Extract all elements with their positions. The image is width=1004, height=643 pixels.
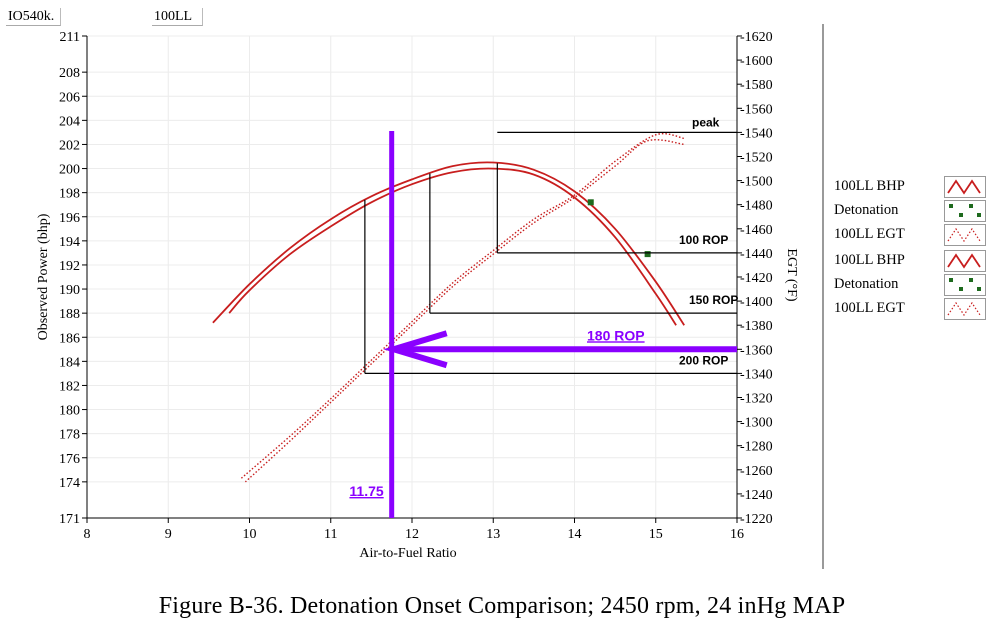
x-tick-label: 11 [324, 527, 337, 542]
x-tick-label: 9 [165, 527, 172, 542]
y2-tick-label: -1560 [740, 102, 773, 117]
y-tick-label: 180 [59, 404, 80, 419]
y-tick-label: 190 [59, 283, 80, 298]
reference-label: 100 ROP [679, 233, 728, 247]
detonation-point [587, 199, 594, 206]
y-tick-label: 208 [59, 66, 80, 81]
grid-lines [86, 35, 738, 519]
egt-series-line-2 [240, 132, 685, 479]
y2-axis-label: EGT (°F) [784, 248, 799, 302]
y2-tick-label: -1380 [740, 319, 773, 334]
bhp-series-line-1 [228, 167, 677, 326]
rop-arrow-head [383, 330, 448, 369]
legend-item: Detonation [834, 274, 1004, 296]
y-tick-label: 178 [59, 428, 80, 443]
legend-label: 100LL EGT [834, 300, 905, 316]
y2-tick-label: -1360 [740, 343, 773, 358]
legend-label: 100LL EGT [834, 226, 905, 242]
y-tick-label: 198 [59, 187, 80, 202]
y-tick-label: 211 [60, 30, 80, 45]
rop-arrow-label: 180 ROP [587, 327, 645, 343]
reference-label: 200 ROP [679, 353, 728, 367]
y2-tick-label: -1300 [740, 416, 773, 431]
y2-tick-label: -1500 [740, 175, 773, 190]
dots-icon [944, 274, 986, 296]
y-tick-label: 188 [59, 307, 80, 322]
solid-zigzag-icon [944, 176, 986, 198]
legend-item: 100LL EGT [834, 298, 1004, 320]
y-tick-label: 186 [59, 331, 80, 346]
legend-item: 100LL BHP [834, 176, 1004, 198]
y-tick-label: 204 [59, 114, 80, 129]
chart-legend: 100LL BHP Detonation 100LL EGT 100LL BHP Det… [822, 24, 1004, 569]
annotations: 11.75 180 ROP [349, 131, 737, 518]
x-axis-label: Air-to-Fuel Ratio [359, 546, 456, 561]
egt-series-line-3 [244, 139, 685, 483]
afr-marker-label: 11.75 [349, 483, 383, 499]
y2-tick-label: -1220 [740, 512, 773, 527]
x-tick-label: 13 [486, 527, 500, 542]
x-tick-label: 14 [568, 527, 582, 542]
reference-label: 150 ROP [689, 293, 738, 307]
y-tick-label: 194 [59, 235, 80, 250]
y-tick-label: 182 [59, 379, 80, 394]
y2-tick-label: -1340 [740, 367, 773, 382]
x-tick-label: 16 [730, 527, 744, 542]
legend-item: 100LL BHP [834, 250, 1004, 272]
reference-lines: peak 100 ROP 150 ROP 200 ROP [364, 115, 738, 374]
x-tick-label: 8 [84, 527, 91, 542]
x-tick-label: 15 [649, 527, 663, 542]
y2-tick-label: -1600 [740, 54, 773, 69]
x-tick-label: 12 [405, 527, 419, 542]
y2-tick-label: -1620 [740, 30, 773, 45]
dotted-zigzag-icon [944, 298, 986, 320]
legend-label: 100LL BHP [834, 178, 905, 194]
y2-tick-label: -1240 [740, 488, 773, 503]
figure-caption: Figure B-36. Detonation Onset Comparison… [158, 593, 846, 619]
dotted-zigzag-icon [944, 224, 986, 246]
engine-label: IO540k. [6, 8, 62, 26]
axes: 8 9 10 11 12 13 14 15 16 171 174 176 178 180 182 184 186… [59, 30, 773, 542]
y2-tick-label: -1320 [740, 392, 773, 407]
y2-tick-label: -1520 [740, 151, 773, 166]
y-tick-label: 174 [59, 476, 80, 491]
y2-tick-label: -1420 [740, 271, 773, 286]
solid-zigzag-icon [944, 250, 986, 272]
y-tick-label: 171 [59, 512, 80, 527]
y2-tick-label: -1580 [740, 78, 773, 93]
y-tick-label: 184 [59, 355, 80, 370]
y2-tick-label: -1480 [740, 199, 773, 214]
legend-label: 100LL BHP [834, 252, 905, 268]
reference-label: peak [692, 115, 720, 129]
legend-label: Detonation [834, 276, 899, 292]
y-tick-label: 206 [59, 90, 80, 105]
series-group [212, 132, 685, 483]
y-tick-label: 200 [59, 163, 80, 178]
detonation-point [644, 251, 651, 258]
legend-label: Detonation [834, 202, 899, 218]
fuel-label: 100LL [152, 8, 203, 26]
legend-item: 100LL EGT [834, 224, 1004, 246]
y2-tick-label: -1540 [740, 126, 773, 141]
y2-tick-label: -1460 [740, 223, 773, 238]
x-tick-label: 10 [243, 527, 257, 542]
y-tick-label: 196 [59, 211, 80, 226]
y2-tick-label: -1260 [740, 464, 773, 479]
dots-icon [944, 200, 986, 222]
y2-tick-label: -1440 [740, 247, 773, 262]
y2-tick-label: -1280 [740, 440, 773, 455]
y-tick-label: 202 [59, 138, 80, 153]
y-tick-label: 176 [59, 452, 80, 467]
y-axis-label: Observed Power (bhp) [36, 213, 51, 340]
y2-tick-label: -1400 [740, 295, 773, 310]
legend-item: Detonation [834, 200, 1004, 222]
bhp-series-line-0 [212, 161, 685, 326]
y-tick-label: 192 [59, 259, 80, 274]
